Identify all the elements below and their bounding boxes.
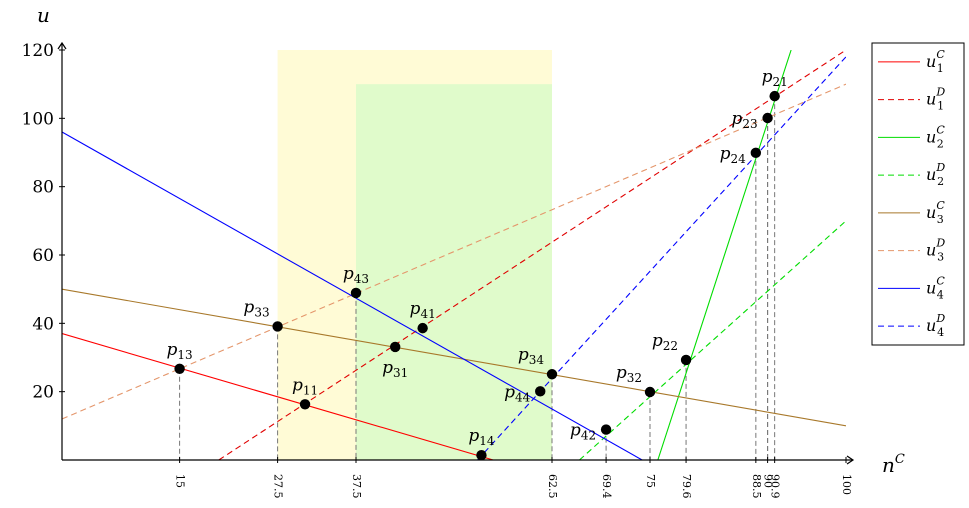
shaded-region-2: [356, 84, 552, 461]
guide-lines: [179, 96, 776, 460]
x-tick-label: 100: [840, 474, 853, 495]
x-axis-label: nC: [882, 452, 905, 477]
point-label-p41: p41: [410, 299, 436, 321]
x-tick-label: 79.6: [680, 474, 693, 499]
series-u1C: [62, 333, 494, 460]
series-u3D: [62, 83, 846, 420]
point-p24: [750, 147, 762, 159]
point-label-p14: p14: [468, 426, 495, 448]
series-lines: [62, 50, 846, 460]
point-label-p43: p43: [343, 264, 369, 286]
point-p14: [476, 450, 487, 461]
point-p21: [769, 90, 780, 102]
legend-label-u4D: uD 4: [926, 312, 945, 339]
point-p41: [417, 322, 428, 334]
point-p31: [390, 341, 401, 353]
legend-box: [871, 42, 965, 346]
legend-label-u1C: uC 1: [926, 48, 945, 75]
legend-label-u2C: uC 2: [926, 123, 945, 150]
y-axis-arrow: [57, 41, 67, 50]
x-tick-label: 37.5: [350, 474, 363, 499]
y-tick-label: 20: [32, 383, 54, 403]
series-u3C: [62, 288, 846, 427]
legend: uC 1 uD 1 uC 2 uD 2 uC 3 uD 3 uC 4 uD 4: [871, 42, 965, 346]
legend-label-u2D: uD 2: [926, 161, 945, 188]
series-u1D: [218, 50, 846, 460]
y-axis-label: u: [37, 3, 50, 27]
point-label-p11: p11: [292, 375, 318, 397]
y-tick-label: 60: [32, 246, 54, 266]
x-tick-label: 90.9: [769, 474, 782, 499]
points: p13 p33 p11 p43 p31 p41 p14 p44 p34 p42 p32 p22 p24 p…: [167, 67, 788, 461]
point-p23: [762, 112, 773, 124]
point-p22: [680, 354, 692, 366]
x-tick-label: 75: [644, 474, 657, 488]
point-label-p44: p44: [504, 382, 531, 404]
point-label-p34: p34: [518, 345, 545, 367]
point-label-p33: p33: [243, 297, 269, 319]
legend-label-u1D: uD 1: [926, 86, 945, 113]
point-p32: [644, 386, 656, 398]
point-label-p24: p24: [720, 144, 747, 166]
point-label-p42: p42: [570, 421, 596, 443]
point-p33: [272, 321, 283, 332]
x-axis-arrow: [846, 455, 855, 465]
point-label-p23: p23: [731, 109, 757, 131]
x-tick-label: 90: [762, 474, 775, 488]
y-tick-label: 120: [22, 41, 54, 61]
point-label-p32: p32: [616, 363, 642, 385]
axes: nC u: [37, 3, 905, 477]
x-tick-label: 15: [174, 474, 187, 488]
point-label-p31: p31: [382, 358, 408, 380]
point-p42: [600, 424, 612, 435]
point-p43: [350, 287, 362, 299]
x-tick-label: 69.4: [600, 474, 613, 499]
series-u2D: [579, 220, 846, 460]
point-p44: [535, 386, 546, 397]
point-label-p21: p21: [762, 67, 788, 89]
point-p11: [299, 399, 311, 410]
legend-label-u3D: uD 3: [926, 237, 945, 264]
series-u2C: [657, 50, 792, 460]
point-label-p22: p22: [652, 331, 678, 353]
tick-labels: 20 40 60 80 100 120 15 27.5 37.5 62.5 69.4 75 79.6 88…: [22, 41, 853, 499]
legend-label-u3C: uC 3: [926, 199, 945, 226]
point-label-p13: p13: [167, 340, 193, 362]
y-tick-label: 40: [32, 314, 54, 334]
y-tick-label: 80: [32, 178, 54, 198]
point-p13: [174, 363, 185, 374]
x-tick-label: 62.5: [546, 474, 559, 499]
y-tick-label: 100: [22, 109, 54, 129]
x-tick-label: 88.5: [750, 474, 763, 499]
x-tick-label: 27.5: [272, 474, 285, 499]
legend-label-u4C: uC 4: [926, 274, 945, 301]
point-p34: [546, 369, 558, 380]
